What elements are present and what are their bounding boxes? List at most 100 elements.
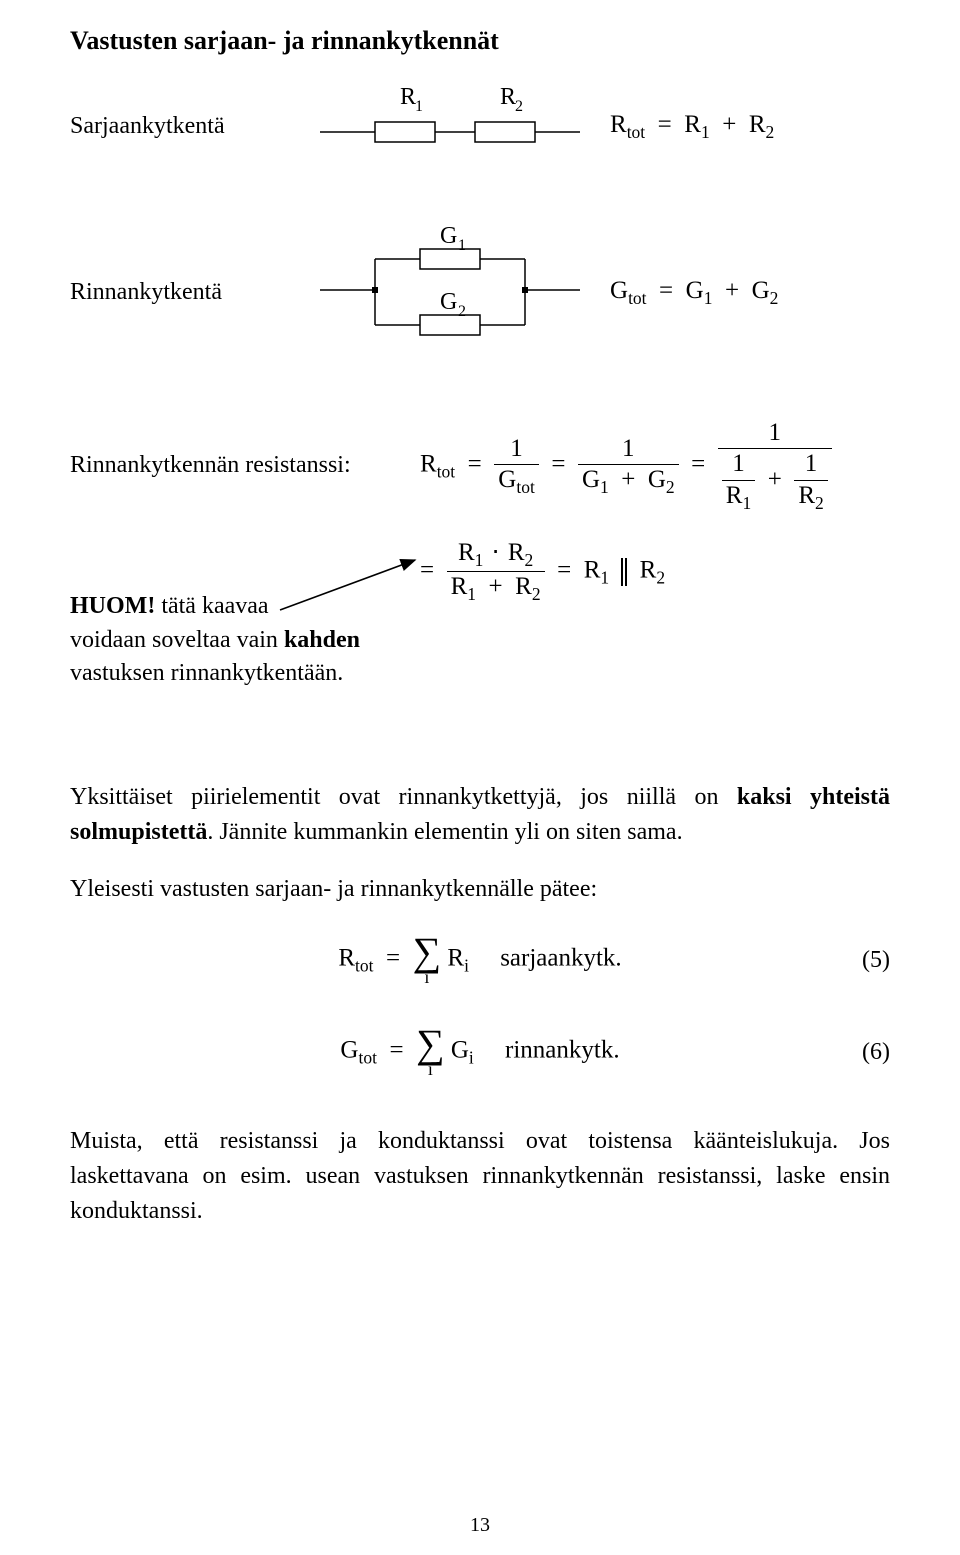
numerator: R1 ⋅ R2 <box>447 540 545 572</box>
eq-var: R <box>749 111 766 138</box>
fraction: 1 1 R1 + 1 R2 <box>718 420 832 512</box>
eq-sub: tot <box>355 956 373 976</box>
equation-body: Rtot = ∑ i Ri sarjaankytk. <box>338 934 621 986</box>
parallel-resistance-eq2: = R1 ⋅ R2 R1 + R2 = R1 R2 <box>420 540 665 604</box>
eq-var: R <box>338 945 355 972</box>
fraction: 1 Gtot <box>494 436 539 497</box>
page-number: 13 <box>0 1514 960 1537</box>
eq-var: R <box>726 482 743 509</box>
eq-sub: 2 <box>656 568 665 588</box>
eq-sub: 2 <box>766 122 775 142</box>
series-equation: Rtot = R1 + R2 <box>610 111 774 143</box>
parallel-resistance-eq1: Rtot = 1 Gtot = 1 G1 + G2 <box>420 420 832 512</box>
eq-sub: tot <box>516 477 534 497</box>
huom-bold: HUOM! <box>70 593 155 619</box>
eq-sub: 2 <box>525 550 534 570</box>
eq-sub: 2 <box>770 288 779 308</box>
eq-var: G <box>686 277 704 304</box>
numerator: 1 <box>718 420 832 449</box>
eq-sub: i <box>469 1048 474 1068</box>
denominator: 1 R1 + 1 R2 <box>718 449 832 512</box>
svg-text:G: G <box>440 289 457 315</box>
eq-var: R <box>640 557 657 584</box>
paragraph: Yksittäiset piirielementit ovat rinnanky… <box>70 780 890 850</box>
equation-6: Gtot = ∑ i Gi rinnankytk. (6) <box>70 1020 890 1084</box>
numerator: 1 <box>794 451 827 480</box>
paragraph: Yleisesti vastusten sarjaan- ja rinnanky… <box>70 872 890 907</box>
text-run: . Jännite kummankin elementin yli on sit… <box>207 819 682 845</box>
parallel-row: Rinnankytkentä G 1 G 2 <box>70 225 890 360</box>
eq-var: G <box>340 1037 358 1064</box>
denominator: R1 <box>722 481 755 512</box>
paragraph: Muista, että resistanssi ja konduktanssi… <box>70 1124 890 1228</box>
eq-var: R <box>515 573 532 600</box>
sum-symbol: ∑ i <box>416 1026 445 1078</box>
eq-dot: ⋅ <box>490 539 502 566</box>
eq-sub: i <box>464 956 469 976</box>
equation-number: (6) <box>862 1039 890 1066</box>
equation-number: (5) <box>862 947 890 974</box>
eq-var: R <box>420 451 437 478</box>
numerator: 1 <box>578 436 679 465</box>
text-run: Yksittäiset piirielementit ovat rinnanky… <box>70 784 737 810</box>
fraction: 1 G1 + G2 <box>578 436 679 497</box>
equation-5: Rtot = ∑ i Ri sarjaankytk. (5) <box>70 928 890 992</box>
eq-sub: 2 <box>532 584 541 604</box>
huom-text: vastuksen rinnankytkentään. <box>70 657 360 691</box>
denominator: R1 + R2 <box>447 572 545 603</box>
svg-text:R: R <box>400 84 416 110</box>
eq-sub: 1 <box>701 122 710 142</box>
eq-var: R <box>684 111 701 138</box>
numerator: 1 <box>494 436 539 465</box>
eq-sub: 2 <box>815 493 824 513</box>
svg-text:1: 1 <box>415 98 423 115</box>
series-diagram: R 1 R 2 <box>320 84 580 169</box>
parallel-symbol <box>619 558 629 586</box>
denominator: R2 <box>794 481 827 512</box>
eq-sub: tot <box>627 122 645 142</box>
eq-var: G <box>498 466 516 493</box>
fraction: R1 ⋅ R2 R1 + R2 <box>447 540 545 604</box>
eq-var: R <box>447 945 464 972</box>
eq-var: G <box>610 277 628 304</box>
svg-text:G: G <box>440 225 457 249</box>
eq-var: R <box>508 539 525 566</box>
denominator: G1 + G2 <box>578 465 679 496</box>
eq-var: G <box>752 277 770 304</box>
eq-var: G <box>648 466 666 493</box>
series-label: Sarjaankytkentä <box>70 113 320 140</box>
svg-text:R: R <box>500 84 516 110</box>
equation-body: Gtot = ∑ i Gi rinnankytk. <box>340 1026 619 1078</box>
eq-sub: 1 <box>467 584 476 604</box>
page: Vastusten sarjaan- ja rinnankytkennät Sa… <box>0 0 960 1555</box>
eq-sub: 1 <box>600 477 609 497</box>
eq-sub: 1 <box>742 493 751 513</box>
eq-word: sarjaankytk. <box>500 945 621 972</box>
eq-var: G <box>582 466 600 493</box>
eq-sub: tot <box>358 1048 376 1068</box>
eq-sub: tot <box>628 288 646 308</box>
huom-text: voidaan soveltaa vain <box>70 627 284 653</box>
eq-word: rinnankytk. <box>505 1037 620 1064</box>
eq-sub: 1 <box>704 288 713 308</box>
eq-sub: 1 <box>475 550 484 570</box>
eq-sub: 2 <box>666 477 675 497</box>
eq-var: R <box>458 539 475 566</box>
eq-var: R <box>798 482 815 509</box>
svg-text:2: 2 <box>458 303 466 320</box>
denominator: Gtot <box>494 465 539 496</box>
eq-var: R <box>610 111 627 138</box>
parallel-diagram: G 1 G 2 <box>320 225 580 360</box>
parallel-resistance-block: Rinnankytkennän resistanssi: Rtot = 1 Gt… <box>70 420 890 720</box>
section-title: Vastusten sarjaan- ja rinnankytkennät <box>70 26 890 56</box>
numerator: 1 <box>722 451 755 480</box>
eq-var: R <box>584 557 601 584</box>
eq-var: G <box>451 1037 469 1064</box>
huom-text: tätä kaavaa <box>155 593 268 619</box>
svg-text:1: 1 <box>458 237 466 254</box>
parallel-label: Rinnankytkentä <box>70 279 320 306</box>
sum-symbol: ∑ i <box>413 934 442 986</box>
arrow-icon <box>270 550 430 630</box>
eq-sub: 1 <box>600 568 609 588</box>
series-row: Sarjaankytkentä R 1 R 2 Rtot = R1 + <box>70 84 890 169</box>
